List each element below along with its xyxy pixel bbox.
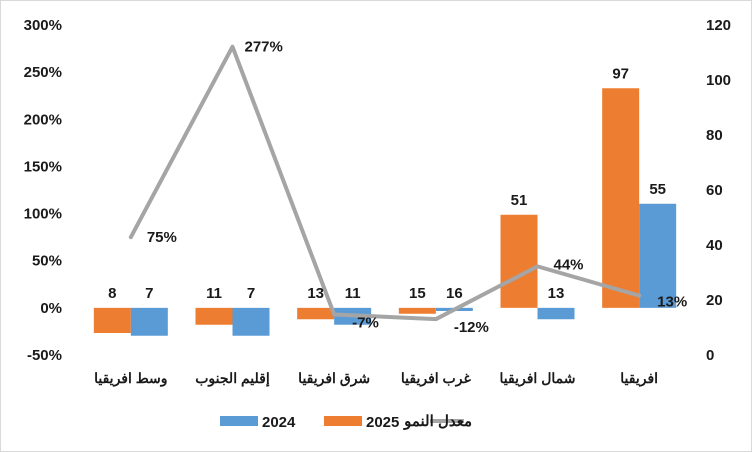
growth-label-2: -7% — [352, 314, 379, 331]
legend-swatch-2024 — [220, 416, 258, 426]
right-tick-label: 100 — [706, 72, 731, 89]
left-tick-label: 250% — [24, 64, 62, 81]
bar-2024-4 — [537, 307, 575, 320]
growth-label-0: 75% — [147, 229, 177, 246]
growth-label-3: -12% — [454, 319, 489, 336]
right-tick-label: 20 — [706, 292, 723, 309]
data-label-2024-2: 11 — [345, 285, 361, 302]
right-tick-label: 80 — [706, 127, 723, 144]
data-label-2024-5: 55 — [649, 181, 666, 198]
data-label-2025-0: 8 — [108, 285, 116, 302]
left-tick-label: 50% — [32, 253, 62, 270]
data-label-2024-0: 7 — [145, 285, 153, 302]
right-tick-label: 120 — [706, 17, 731, 34]
data-label-2024-4: 13 — [548, 285, 565, 302]
category-label: إقليم الجنوب — [195, 370, 270, 388]
bar-2025-0 — [93, 307, 131, 333]
bar-2024-5 — [639, 203, 677, 308]
bar-2025-5 — [602, 88, 640, 308]
data-label-2025-5: 97 — [612, 65, 629, 82]
data-label-2025-3: 15 — [409, 285, 426, 302]
legend-swatch-2025 — [324, 416, 362, 426]
data-label-2025-1: 11 — [206, 285, 222, 302]
left-tick-label: -50% — [27, 347, 62, 364]
right-tick-label: 60 — [706, 182, 723, 199]
category-label: شرق افريقيا — [298, 370, 370, 387]
data-label-2025-4: 51 — [511, 192, 528, 209]
growth-line — [128, 44, 642, 322]
left-tick-label: 0% — [40, 300, 62, 317]
growth-line-path — [128, 44, 642, 322]
data-label-2024-1: 7 — [247, 285, 255, 302]
growth-label-4: 44% — [554, 256, 584, 273]
growth-label-5: 13% — [657, 294, 687, 311]
category-labels: وسط افريقيا إقليم الجنوب شرق افريقيا غرب اف… — [94, 370, 658, 388]
data-label-2025-2: 13 — [307, 285, 324, 302]
bar-2025-4 — [500, 214, 538, 308]
legend: 2024 2025 معدل النمو — [220, 413, 472, 431]
data-label-2024-3: 16 — [446, 285, 463, 302]
right-tick-label: 0 — [706, 347, 714, 364]
category-label: غرب افريقيا — [401, 370, 472, 387]
bar-2025-3 — [398, 307, 436, 314]
left-axis: -50% 0% 50% 100% 150% 200% 250% 300% — [24, 17, 62, 364]
growth-label-1: 277% — [245, 39, 283, 56]
category-label: افريقيا — [620, 370, 658, 387]
left-tick-label: 150% — [24, 158, 62, 175]
data-labels: 8 7 11 7 13 11 15 16 51 13 97 55 75% 277% -7% -12% 44% 13… — [108, 39, 687, 336]
legend-label: 2025 — [366, 414, 399, 431]
legend-label: 2024 — [262, 414, 296, 431]
bar-2024-0 — [130, 307, 168, 336]
bar-2025-2 — [297, 307, 335, 320]
bar-2025-1 — [195, 307, 233, 325]
left-tick-label: 200% — [24, 111, 62, 128]
right-axis: 0 20 40 60 80 100 120 — [706, 17, 731, 364]
bars — [93, 88, 677, 336]
category-label: شمال افريقيا — [500, 370, 576, 387]
right-tick-label: 40 — [706, 237, 723, 254]
bar-2024-1 — [232, 307, 270, 336]
category-label: وسط افريقيا — [94, 370, 167, 387]
left-tick-label: 100% — [24, 206, 62, 223]
legend-label: معدل النمو — [403, 413, 472, 430]
left-tick-label: 300% — [24, 17, 62, 34]
